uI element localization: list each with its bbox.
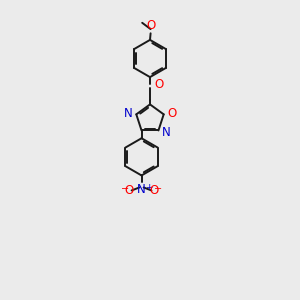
Text: N: N — [137, 183, 146, 196]
Text: +: + — [146, 183, 153, 192]
Text: O: O — [124, 184, 134, 197]
Text: N: N — [124, 107, 132, 120]
Text: O: O — [149, 184, 159, 197]
Text: O: O — [146, 19, 155, 32]
Text: O: O — [168, 107, 177, 120]
Text: −: − — [121, 184, 129, 194]
Text: −: − — [154, 184, 162, 194]
Text: O: O — [155, 78, 164, 92]
Text: N: N — [162, 126, 171, 139]
